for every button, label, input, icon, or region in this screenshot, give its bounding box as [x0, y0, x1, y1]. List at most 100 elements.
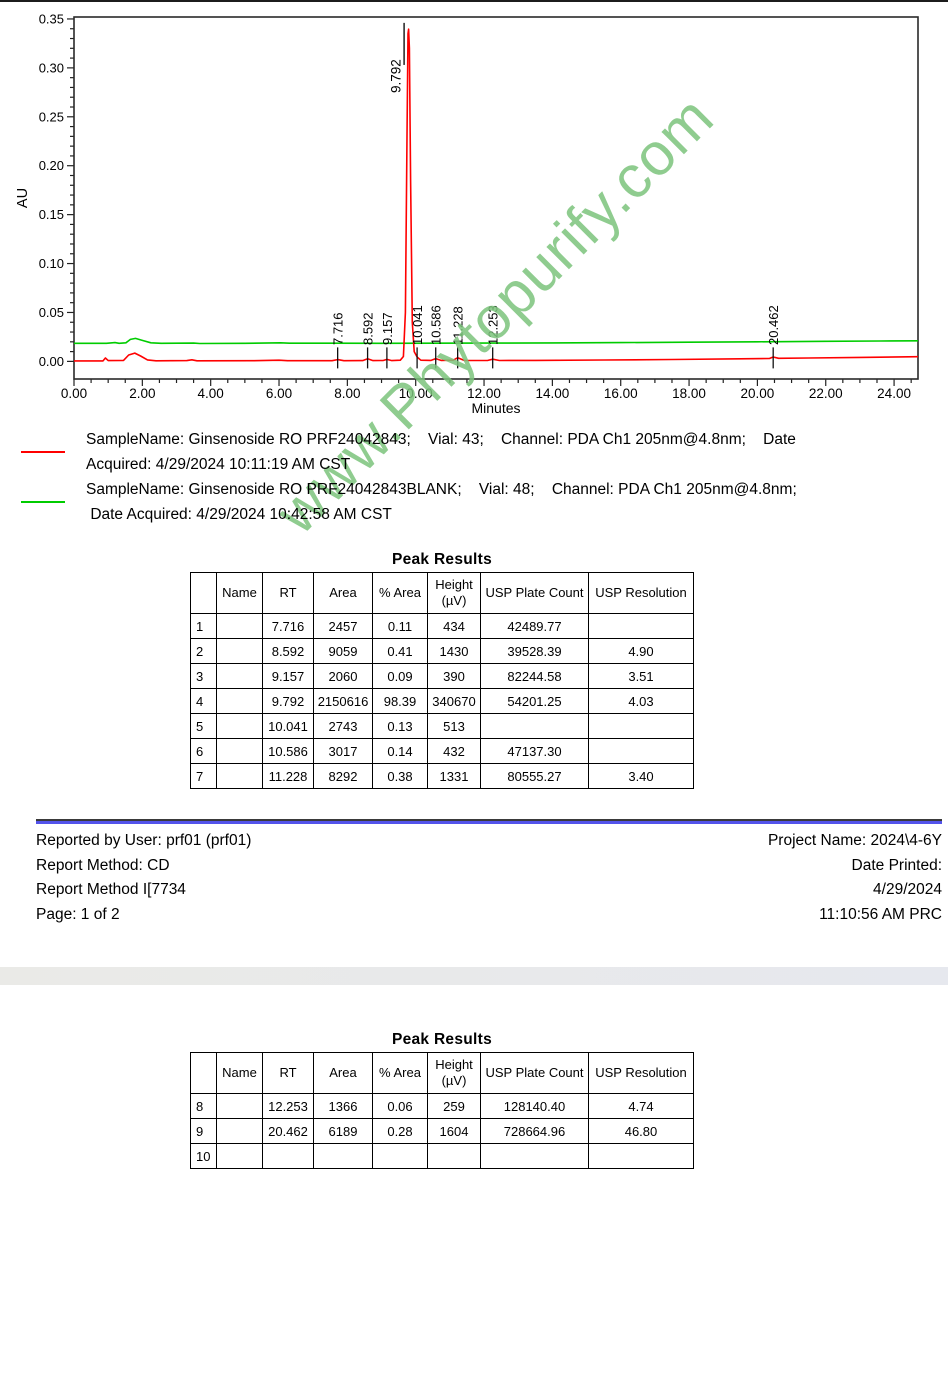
cell: 82244.58: [480, 663, 589, 689]
column-header: [190, 1052, 217, 1094]
cell: 128140.40: [480, 1093, 589, 1119]
cell: 0.14: [372, 738, 428, 764]
cell: 20.462: [262, 1118, 314, 1144]
x-tick-label: 22.00: [809, 386, 843, 401]
cell: 0.06: [372, 1093, 428, 1119]
y-axis-title: AU: [15, 188, 31, 208]
date-printed-value: 4/29/2024: [873, 881, 942, 898]
cell: 7.716: [262, 613, 314, 639]
cell: 434: [427, 613, 481, 639]
cell: [216, 638, 263, 664]
cell: 0.41: [372, 638, 428, 664]
table-row: 10: [190, 1143, 694, 1169]
cell: 6189: [313, 1118, 373, 1144]
cell: 3.51: [588, 663, 694, 689]
cell: 80555.27: [480, 763, 589, 789]
cell: 8: [190, 1093, 217, 1119]
legend-swatch-green: [21, 501, 65, 503]
y-axis: 0.00 0.05 0.10 0.15 0.20 0.25 0.30 0.35 AU: [15, 11, 74, 369]
time-printed: 11:10:56 AM PRC: [819, 905, 942, 923]
cell: 47137.30: [480, 738, 589, 764]
peak-label: 10.586: [429, 305, 444, 345]
table-row: 7 11.228 8292 0.38 1331 80555.27 3.40: [190, 763, 694, 789]
cell: 10.586: [262, 738, 314, 764]
cell: 9.792: [262, 688, 314, 714]
cell: 2150616: [313, 688, 373, 714]
peak-results-table-1: Peak Results Name RT Area% Area Height (µV)…: [186, 551, 698, 789]
cell: [427, 1143, 481, 1169]
legend-text: SampleName: Ginsenoside RO PRF24042843; …: [86, 431, 796, 473]
cell: 1331: [427, 763, 481, 789]
column-header: RT: [262, 572, 314, 614]
table-row: 8 12.253 1366 0.06 259 128140.40 4.74: [190, 1093, 694, 1119]
cell: 2743: [313, 713, 373, 739]
cell: [216, 688, 263, 714]
cell: [216, 763, 263, 789]
cell: 8292: [313, 763, 373, 789]
cell: [216, 1093, 263, 1119]
peak-label: 9.157: [380, 312, 395, 345]
cell: 432: [427, 738, 481, 764]
cell: [216, 663, 263, 689]
chart-legend: SampleName: Ginsenoside RO PRF24042843; …: [18, 427, 926, 527]
cell: 10.041: [262, 713, 314, 739]
y-tick-label: 0.05: [39, 305, 64, 320]
peak-label: 9.792: [389, 59, 404, 93]
cell: 4.74: [588, 1093, 694, 1119]
cell: 54201.25: [480, 688, 589, 714]
cell: [588, 713, 694, 739]
cell: 8.592: [262, 638, 314, 664]
page-number: Page: 1 of 2: [36, 905, 120, 923]
cell: 0.13: [372, 713, 428, 739]
cell: [216, 713, 263, 739]
column-header: RT: [262, 1052, 314, 1094]
cell: [262, 1143, 314, 1169]
project-name: Project Name: 2024\4-6Y: [767, 832, 942, 849]
cell: 390: [427, 663, 481, 689]
table-row: 3 9.157 2060 0.09 390 82244.58 3.51: [190, 663, 694, 689]
x-tick-label: 14.00: [535, 386, 569, 401]
cell: 2060: [313, 663, 373, 689]
table-row: 1 7.716 2457 0.11 434 42489.77: [190, 613, 694, 639]
legend-entry: SampleName: Ginsenoside RO PRF24042843BL…: [18, 477, 926, 527]
cell: 1604: [427, 1118, 481, 1144]
date-printed-label: Date Printed:: [851, 856, 942, 874]
cell: [588, 1143, 694, 1169]
peak-results-table: Name RT Area% Area Height (µV) USP Plate Cou…: [190, 572, 694, 789]
cell: 1430: [427, 638, 481, 664]
table-title: Peak Results: [391, 551, 493, 568]
cell: 9059: [313, 638, 373, 664]
y-tick-label: 0.00: [39, 354, 64, 369]
table-row: 5 10.041 2743 0.13 513: [190, 713, 694, 739]
x-tick-label: 2.00: [129, 386, 155, 401]
x-tick-label: 6.00: [266, 386, 292, 401]
y-tick-label: 0.20: [39, 158, 64, 173]
top-rule: [0, 0, 948, 2]
cell: 2457: [313, 613, 373, 639]
peak-label: 11.228: [451, 306, 466, 345]
chromatogram-chart: 0.00 2.00 4.00 6.00 8.00 10.00 12.00 14.00 16.00…: [15, 11, 919, 416]
x-axis: 0.00 2.00 4.00 6.00 8.00 10.00 12.00 14.00 16.00…: [61, 379, 912, 416]
cell: 11.228: [262, 763, 314, 789]
cell: [216, 613, 263, 639]
column-header: % Area: [372, 1052, 428, 1094]
footer-divider: [36, 819, 942, 824]
cell: 46.80: [588, 1118, 694, 1144]
blank-trace: [74, 337, 919, 345]
cell: [216, 1118, 263, 1144]
x-tick-label: 10.00: [399, 386, 433, 401]
cell: [216, 1143, 263, 1169]
divider-dark-line: [36, 819, 942, 821]
x-tick-label: 8.00: [334, 386, 360, 401]
cell: 340670: [427, 688, 481, 714]
column-header: Name: [216, 572, 263, 614]
y-tick-label: 0.25: [39, 109, 64, 124]
cell: 1: [190, 613, 217, 639]
cell: [480, 1143, 589, 1169]
column-header: USP Resolution: [588, 1052, 694, 1094]
cell: 12.253: [262, 1093, 314, 1119]
divider-blue-line: [36, 820, 942, 824]
cell: 513: [427, 713, 481, 739]
cell: 0.38: [372, 763, 428, 789]
x-tick-label: 24.00: [877, 386, 911, 401]
